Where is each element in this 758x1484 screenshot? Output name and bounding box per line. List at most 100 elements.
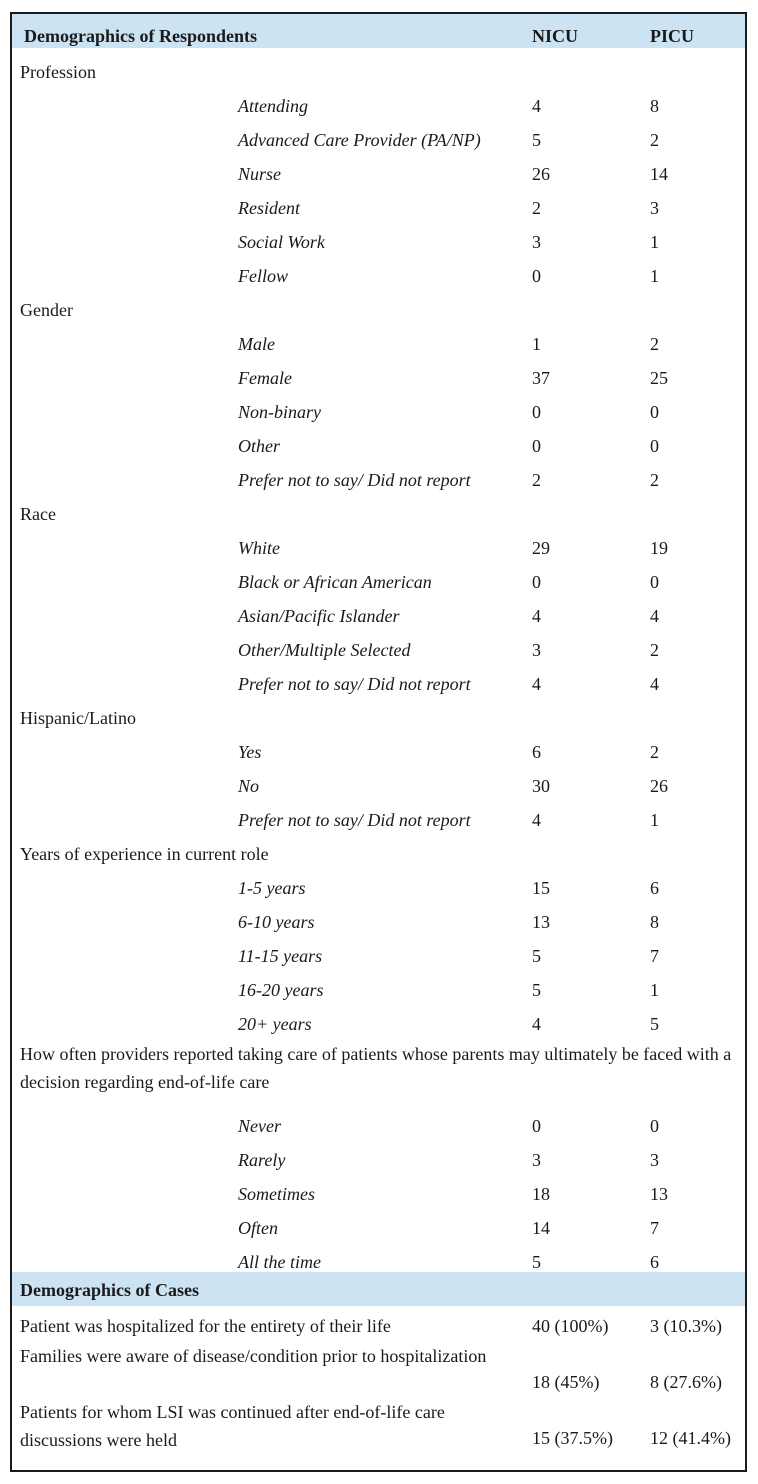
row-label: Advanced Care Provider (PA/NP) [238, 130, 481, 150]
nicu-value: 4 [532, 1014, 541, 1034]
nicu-value: 0 [532, 436, 541, 456]
picu-value: 12 (41.4%) [650, 1428, 731, 1448]
row-label: White [238, 538, 280, 558]
picu-value: 2 [650, 470, 659, 490]
picu-value: 0 [650, 572, 659, 592]
table-row: All the time 5 6 [12, 1238, 745, 1272]
picu-value: 0 [650, 402, 659, 422]
row-label: Nurse [238, 164, 282, 184]
nicu-value: 6 [532, 742, 541, 762]
section-label: Profession [20, 62, 96, 82]
picu-value: 8 [650, 96, 659, 116]
row-label: Families were aware of disease/condition… [20, 1346, 487, 1366]
picu-value: 14 [650, 164, 668, 184]
table-row: Other/Multiple Selected 3 2 [12, 626, 745, 660]
table-row: Families were aware of disease/condition… [12, 1340, 745, 1396]
row-label: Patient was hospitalized for the entiret… [20, 1316, 391, 1336]
picu-value: 5 [650, 1014, 659, 1034]
row-label: 20+ years [238, 1014, 312, 1034]
row-label: Prefer not to say/ Did not report [238, 674, 471, 694]
table-row: 1-5 years 15 6 [12, 864, 745, 898]
picu-value: 6 [650, 878, 659, 898]
nicu-value: 0 [532, 1116, 541, 1136]
row-label: Resident [238, 198, 300, 218]
picu-value: 1 [650, 810, 659, 830]
nicu-value: 15 (37.5%) [532, 1428, 613, 1448]
row-label: Often [238, 1218, 278, 1238]
table-row: Female 37 25 [12, 354, 745, 388]
picu-value: 8 (27.6%) [650, 1372, 722, 1392]
picu-value: 25 [650, 368, 668, 388]
row-label: Social Work [238, 232, 325, 252]
row-label: Patients for whom LSI was continued afte… [20, 1402, 445, 1450]
picu-value: 8 [650, 912, 659, 932]
picu-value: 7 [650, 946, 659, 966]
table-row: Patients for whom LSI was continued afte… [12, 1396, 745, 1470]
picu-value: 0 [650, 436, 659, 456]
row-label: 11-15 years [238, 946, 323, 966]
nicu-value: 5 [532, 980, 541, 1000]
row-label: 1-5 years [238, 878, 306, 898]
nicu-value: 13 [532, 912, 550, 932]
table-row: Advanced Care Provider (PA/NP) 5 2 [12, 116, 745, 150]
nicu-value: 5 [532, 1252, 541, 1272]
table-row: Social Work 3 1 [12, 218, 745, 252]
section-label: Race [20, 504, 56, 524]
row-label: Prefer not to say/ Did not report [238, 470, 471, 490]
picu-value: 4 [650, 606, 659, 626]
picu-value: 2 [650, 334, 659, 354]
table-row: Black or African American 0 0 [12, 558, 745, 592]
table-row: Prefer not to say/ Did not report 4 1 [12, 796, 745, 830]
picu-value: 6 [650, 1252, 659, 1272]
section-profession: Profession [12, 48, 745, 82]
nicu-value: 14 [532, 1218, 550, 1238]
table-row: Never 0 0 [12, 1102, 745, 1136]
header-nicu: NICU [532, 26, 579, 46]
row-label: Non-binary [238, 402, 321, 422]
nicu-value: 2 [532, 198, 541, 218]
row-label: Male [238, 334, 275, 354]
row-label: Asian/Pacific Islander [238, 606, 400, 626]
nicu-value: 2 [532, 470, 541, 490]
table-row: Patient was hospitalized for the entiret… [12, 1306, 745, 1340]
picu-value: 4 [650, 674, 659, 694]
table-row: Yes 6 2 [12, 728, 745, 762]
section-label: How often providers reported taking care… [20, 1044, 732, 1092]
table-row: 16-20 years 5 1 [12, 966, 745, 1000]
nicu-value: 3 [532, 640, 541, 660]
nicu-value: 4 [532, 96, 541, 116]
picu-value: 0 [650, 1116, 659, 1136]
table-row: White 29 19 [12, 524, 745, 558]
nicu-value: 0 [532, 402, 541, 422]
table-row: Asian/Pacific Islander 4 4 [12, 592, 745, 626]
row-label: Attending [238, 96, 308, 116]
table-row: 11-15 years 5 7 [12, 932, 745, 966]
nicu-value: 18 [532, 1184, 550, 1204]
row-label: Other/Multiple Selected [238, 640, 411, 660]
table-row: Often 14 7 [12, 1204, 745, 1238]
picu-value: 3 (10.3%) [650, 1316, 722, 1336]
table-row: Male 1 2 [12, 320, 745, 354]
row-label: 16-20 years [238, 980, 324, 1000]
section-experience: Years of experience in current role [12, 830, 745, 864]
picu-value: 2 [650, 640, 659, 660]
picu-value: 3 [650, 198, 659, 218]
section-label: Gender [20, 300, 73, 320]
table-row: Resident 2 3 [12, 184, 745, 218]
row-label: Female [238, 368, 292, 388]
demographics-table: Demographics of Respondents NICU PICU Pr… [10, 12, 747, 1472]
section-frequency: How often providers reported taking care… [12, 1034, 745, 1102]
picu-value: 7 [650, 1218, 659, 1238]
row-label: Other [238, 436, 280, 456]
table-row: Prefer not to say/ Did not report 2 2 [12, 456, 745, 490]
row-label: Rarely [238, 1150, 286, 1170]
row-label: All the time [238, 1252, 321, 1272]
row-label: Yes [238, 742, 262, 762]
table-row: Non-binary 0 0 [12, 388, 745, 422]
picu-value: 13 [650, 1184, 668, 1204]
section-race: Race [12, 490, 745, 524]
picu-value: 2 [650, 742, 659, 762]
picu-value: 3 [650, 1150, 659, 1170]
header-cases: Demographics of Cases [12, 1272, 745, 1306]
picu-value: 2 [650, 130, 659, 150]
